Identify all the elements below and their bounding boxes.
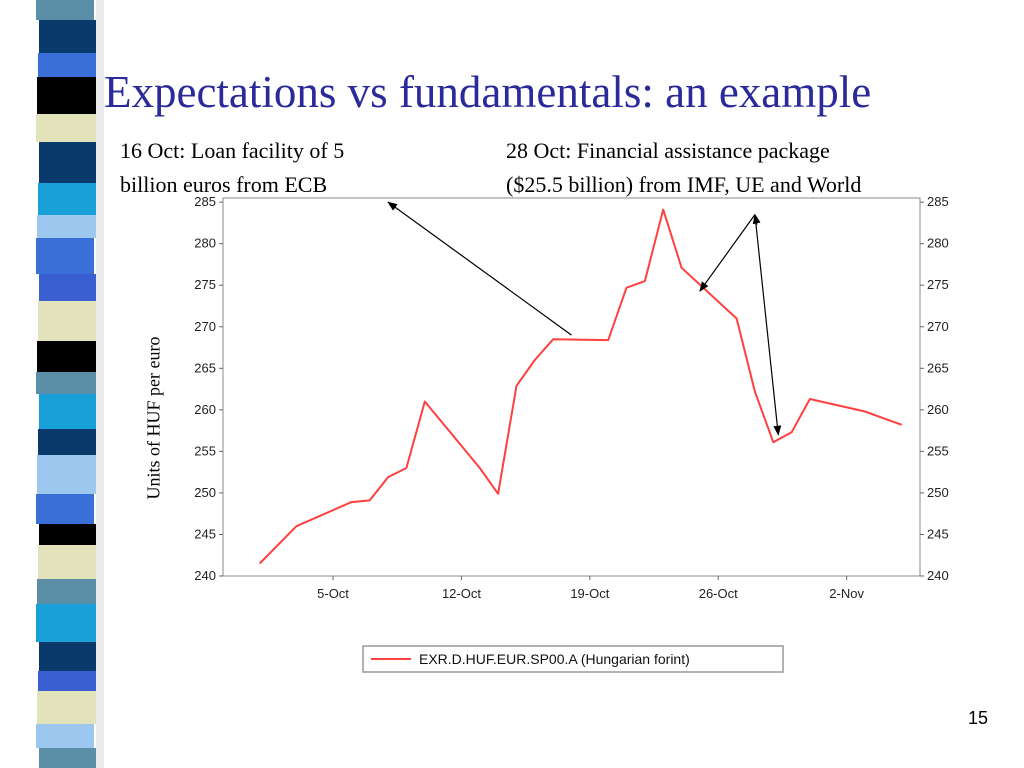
y-tick-label: 245 xyxy=(194,526,216,541)
x-tick-label: 2-Nov xyxy=(829,586,864,601)
y-tick-label: 270 xyxy=(194,319,216,334)
y-tick-label: 250 xyxy=(194,485,216,500)
stripe-block xyxy=(36,114,98,142)
stripe-block xyxy=(39,274,104,301)
stripe-block xyxy=(39,394,100,429)
x-tick-label: 26-Oct xyxy=(699,586,738,601)
stripe-block xyxy=(39,642,100,671)
page-number: 15 xyxy=(967,708,988,728)
y-tick-label-right: 265 xyxy=(927,360,949,375)
y-tick-label-right: 275 xyxy=(927,277,949,292)
y-tick-label-right: 260 xyxy=(927,402,949,417)
series-line xyxy=(258,208,903,565)
y-tick-label-right: 285 xyxy=(927,194,949,209)
y-tick-label: 275 xyxy=(194,277,216,292)
stripe-block xyxy=(38,545,102,579)
stripe-block xyxy=(38,301,102,341)
legend-label: EXR.D.HUF.EUR.SP00.A (Hungarian forint) xyxy=(419,651,690,667)
x-tick-label: 5-Oct xyxy=(317,586,349,601)
annotation-ecb-loan: 16 Oct: Loan facility of 5 billion euros… xyxy=(120,138,345,197)
stripe-block xyxy=(37,77,100,114)
plot-frame xyxy=(222,197,921,577)
decorative-stripe-bar xyxy=(36,0,104,768)
chart-legend: EXR.D.HUF.EUR.SP00.A (Hungarian forint) xyxy=(362,645,784,673)
y-tick-label: 280 xyxy=(194,236,216,251)
arrow-ecb-loan xyxy=(387,201,572,336)
annotation-arrows xyxy=(387,201,782,436)
y-tick-label: 285 xyxy=(194,194,216,209)
stripe-block xyxy=(38,671,98,691)
stripe-block xyxy=(39,20,104,53)
arrow-imf-package-left xyxy=(699,214,756,292)
stripe-block xyxy=(38,53,102,77)
y-tick-label-right: 255 xyxy=(927,443,949,458)
stripe-block xyxy=(39,524,104,545)
y-tick-label-right: 280 xyxy=(927,236,949,251)
stripe-block xyxy=(37,579,100,604)
x-tick-label: 12-Oct xyxy=(442,586,481,601)
chart-axes: 240 240 245 245 250 250 255 255 260 260 265 265 270 2… xyxy=(194,194,948,601)
y-tick-label: 260 xyxy=(194,402,216,417)
y-tick-label: 240 xyxy=(194,568,216,583)
stripe-block xyxy=(37,341,100,372)
y-tick-label-right: 245 xyxy=(927,526,949,541)
y-tick-label-right: 250 xyxy=(927,485,949,500)
stripe-block xyxy=(36,238,94,274)
y-tick-label-right: 270 xyxy=(927,319,949,334)
stripe-block xyxy=(36,494,94,524)
stripe-block xyxy=(36,604,98,642)
stripe-block xyxy=(36,724,94,748)
stripe-block xyxy=(38,183,98,215)
annotation-imf-package: 28 Oct: Financial assistance package ($2… xyxy=(506,138,862,231)
stripe-shadow xyxy=(96,0,104,768)
stripe-block xyxy=(38,429,98,455)
arrow-imf-package-down xyxy=(754,214,782,436)
y-tick-label: 265 xyxy=(194,360,216,375)
chart-series xyxy=(258,208,903,565)
y-tick-label: 255 xyxy=(194,443,216,458)
stripe-block xyxy=(37,455,96,494)
x-tick-label: 19-Oct xyxy=(570,586,609,601)
legend-box xyxy=(362,645,784,673)
stripe-block xyxy=(36,0,94,20)
stripe-block xyxy=(36,372,98,394)
y-tick-label-right: 240 xyxy=(927,568,949,583)
stripe-block xyxy=(39,142,100,183)
stripe-block xyxy=(37,691,96,724)
stripe-block xyxy=(37,215,96,238)
slide-title: Expectations vs fundamentals: an example xyxy=(104,67,872,117)
stripe-block xyxy=(39,748,104,768)
